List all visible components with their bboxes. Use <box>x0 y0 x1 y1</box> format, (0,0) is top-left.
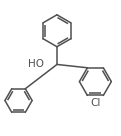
Text: Cl: Cl <box>90 98 101 108</box>
Text: HO: HO <box>28 59 44 69</box>
